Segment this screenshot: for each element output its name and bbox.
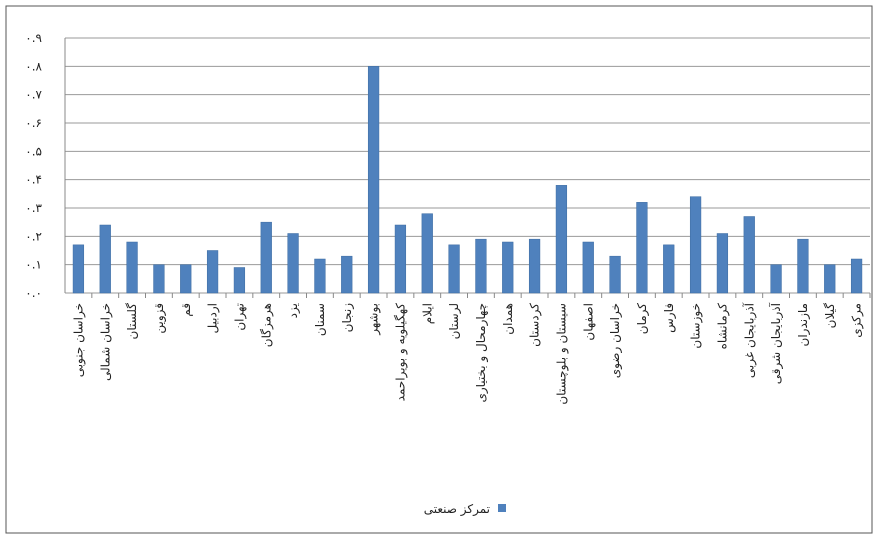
x-tick-label: قزوین	[152, 303, 167, 334]
x-tick-label: هرمزگان	[259, 303, 274, 347]
bar	[153, 264, 165, 294]
x-tick-label: مازندران	[796, 303, 811, 346]
bar	[716, 233, 729, 294]
y-tick-label: ۰.۹	[25, 31, 42, 45]
bar	[689, 196, 702, 294]
bar	[287, 233, 299, 294]
x-tick-label: ایلام	[420, 303, 434, 324]
x-tick-label: مرکزی	[850, 303, 865, 338]
x-tick-label: کرمان	[635, 303, 650, 335]
bar	[421, 213, 433, 294]
x-tick-label: خوزستان	[689, 303, 704, 349]
bar	[314, 258, 326, 294]
x-tick-label: کردستان	[528, 303, 543, 347]
x-tick-label: خراسان رضوی	[608, 303, 623, 378]
bar	[797, 238, 809, 294]
bar	[180, 264, 192, 294]
x-tick-label: سمنان	[313, 303, 327, 336]
bar	[126, 241, 138, 294]
y-tick-label: ۰.۲	[25, 229, 42, 243]
x-tick-label: آذربایجان شرقی	[768, 302, 784, 384]
legend-swatch	[498, 504, 506, 512]
x-tick-label: آذربایجان غربی	[741, 302, 757, 378]
y-tick-label: ۰.۳	[25, 201, 42, 215]
bar	[663, 244, 675, 294]
x-tick-label: گلستان	[125, 303, 139, 340]
x-tick-label: قم	[179, 303, 193, 317]
bar	[260, 221, 272, 294]
y-tick-label: ۰.۴	[25, 173, 42, 187]
y-tick-label: ۰.۰	[25, 286, 42, 300]
x-tick-label: زنجان	[340, 303, 355, 333]
x-tick-label: گیلان	[823, 303, 837, 329]
y-tick-label: ۰.۸	[25, 59, 42, 73]
bar	[636, 202, 648, 294]
y-tick-label: ۰.۷	[25, 88, 42, 102]
x-tick-label: فارس	[662, 303, 677, 333]
legend-label: تمرکز صنعتی	[424, 502, 490, 517]
bar	[99, 224, 111, 294]
x-tick-label: اصفهان	[581, 303, 595, 341]
x-tick-label: یزد	[286, 303, 301, 318]
bar	[475, 238, 487, 294]
y-tick-label: ۰.۱	[25, 258, 42, 272]
bar	[233, 267, 246, 294]
bar	[502, 241, 514, 294]
x-tick-label: لرستان	[447, 303, 462, 339]
bar	[743, 216, 755, 294]
bar	[528, 238, 541, 294]
x-tick-label: کرمانشاه	[715, 303, 730, 350]
x-tick-label: خراسان جنوبی	[71, 303, 86, 377]
bar	[394, 224, 407, 294]
x-tick-label: بوشهر	[367, 303, 382, 336]
bar	[770, 264, 782, 294]
bar	[824, 264, 836, 294]
bar	[206, 250, 219, 294]
bar	[609, 255, 621, 294]
x-tick-label: خراسان شمالی	[98, 303, 113, 381]
bar	[555, 185, 568, 294]
x-tick-label: تهران	[232, 303, 247, 331]
x-tick-label: اردبیل	[206, 303, 221, 334]
x-tick-label: سیستان و بلوچستان	[554, 303, 569, 405]
bar	[72, 244, 85, 294]
bar	[850, 258, 863, 294]
bar	[448, 244, 460, 294]
x-tick-label: کهگیلویه و بویراحمد	[393, 303, 408, 402]
x-tick-label: چهارمحال و بختیاری	[474, 303, 489, 403]
bar	[582, 241, 594, 294]
bar	[341, 255, 353, 294]
bar	[367, 66, 380, 294]
x-tick-label: همدان	[501, 303, 515, 335]
y-tick-label: ۰.۶	[25, 116, 42, 130]
y-tick-label: ۰.۵	[25, 144, 42, 158]
